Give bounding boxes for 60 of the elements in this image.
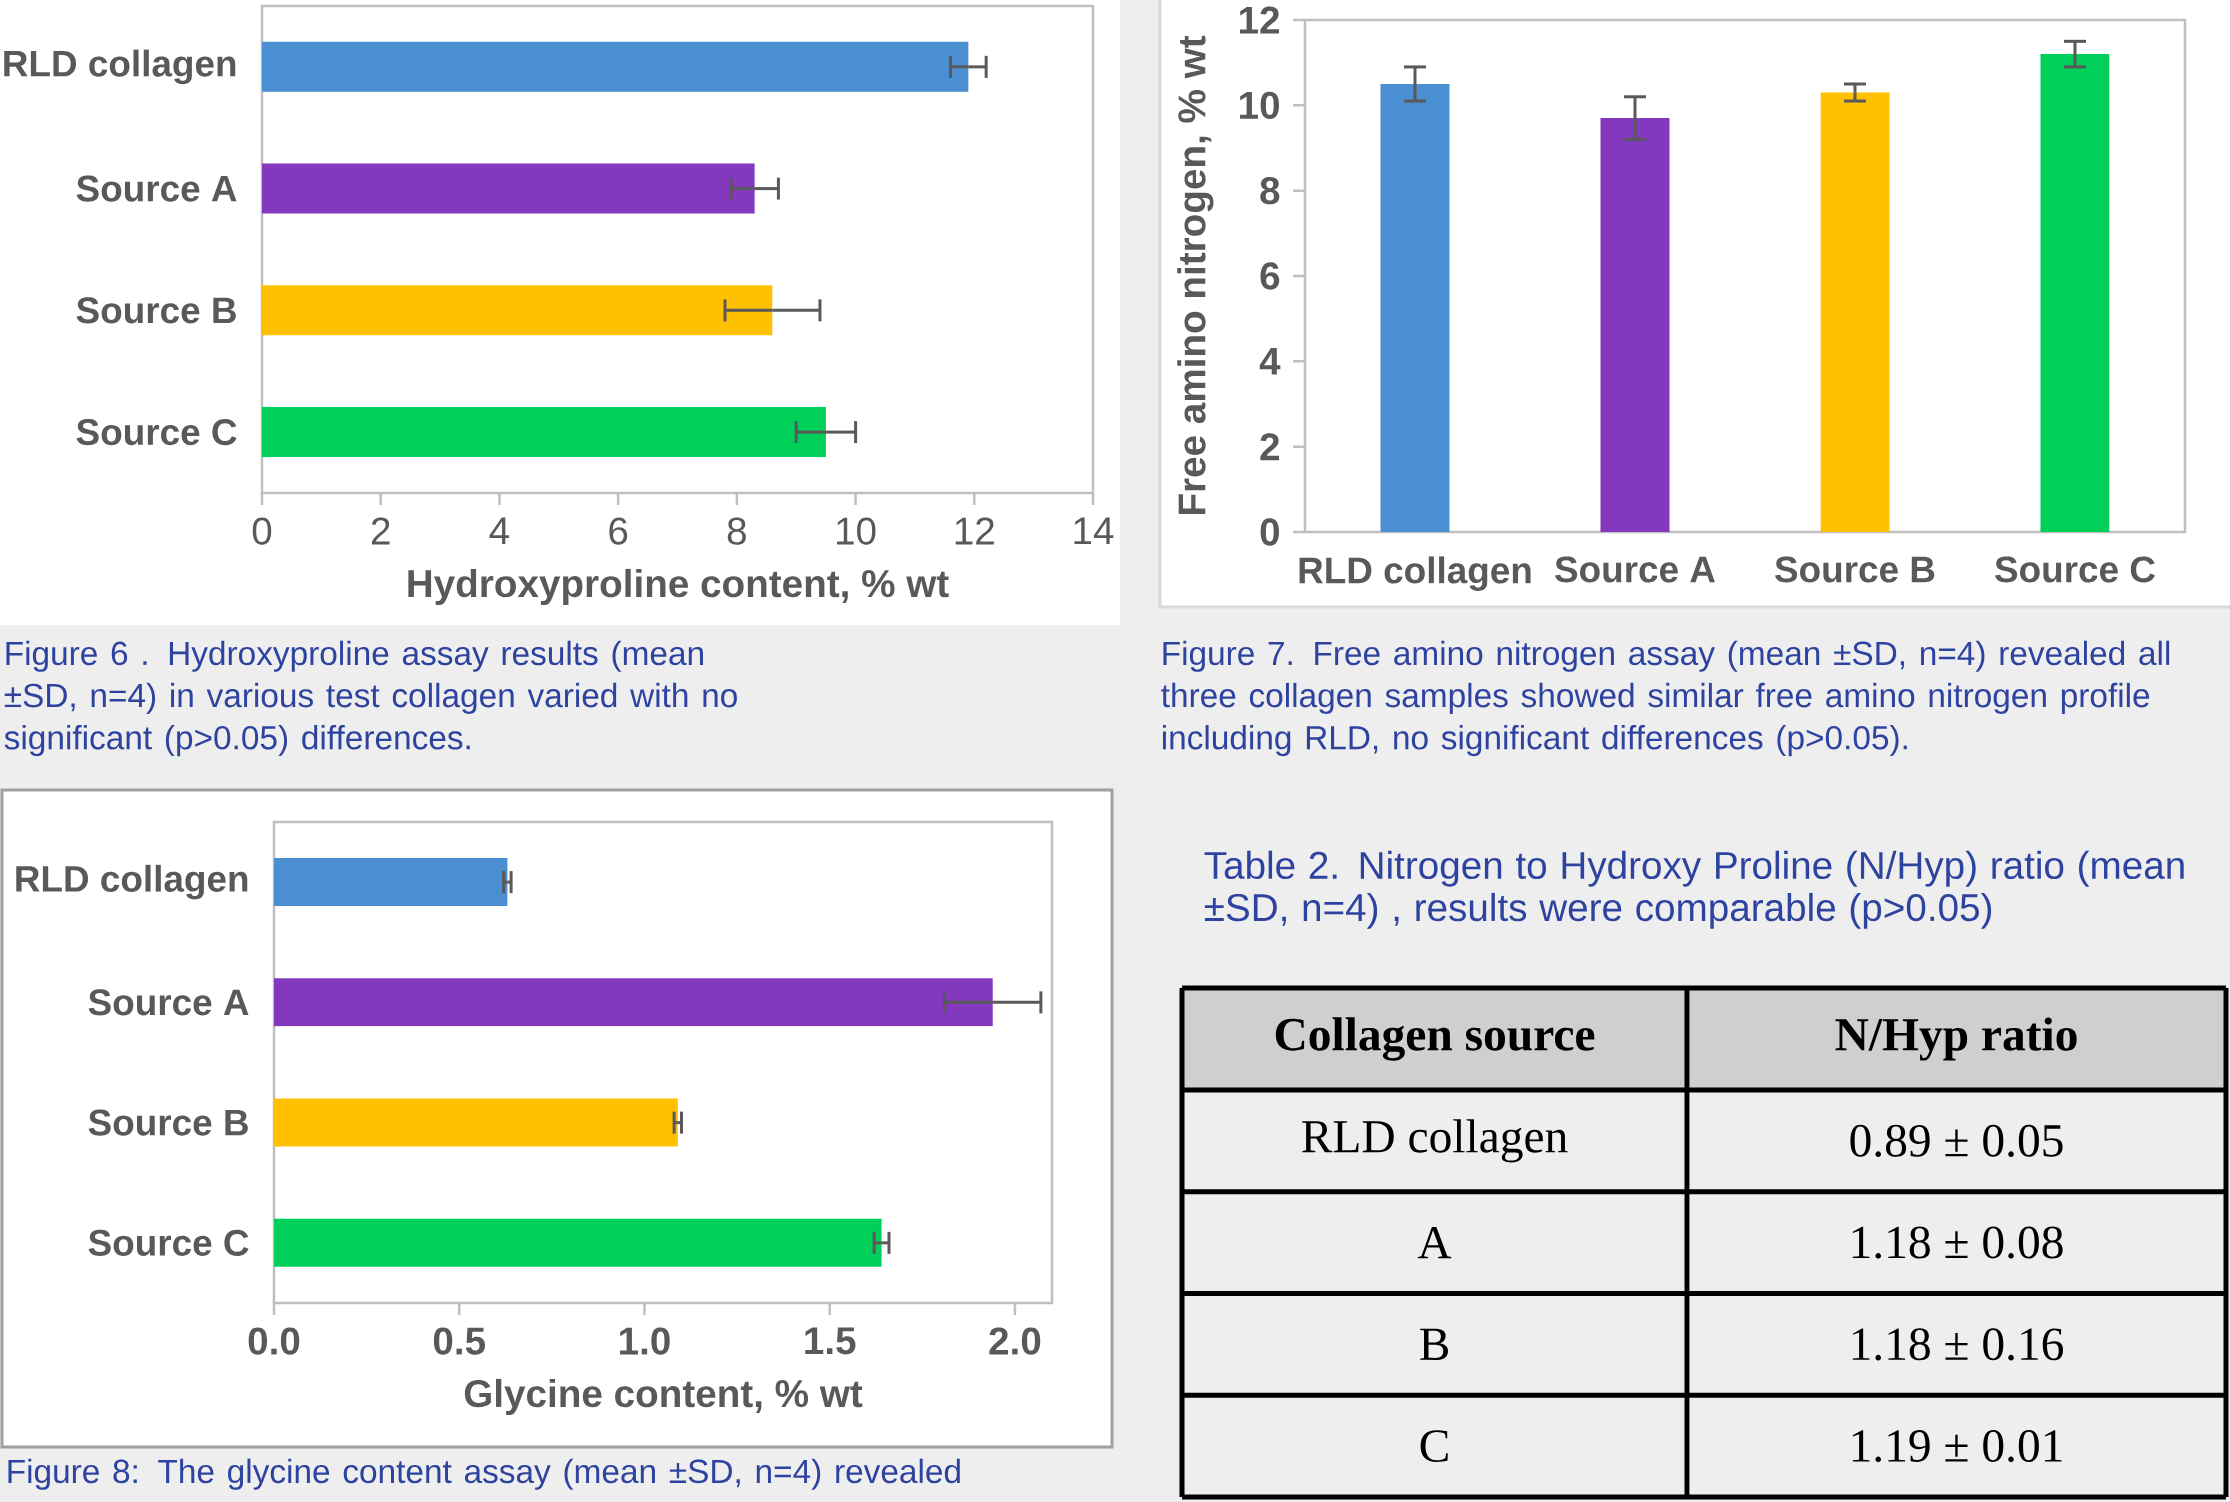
text: RLD collagen xyxy=(1302,1119,1568,1163)
x-tick-label: 0.5 xyxy=(433,1327,485,1355)
bar xyxy=(262,41,969,92)
text: C xyxy=(1420,1430,1448,1463)
caption: Figure 7. Free amino nitrogen assay (mean ±SD, n=4) revealed all three collagen samples showed similar free amino nitrogen profile including RLD, no significant differences (p>0.05). xyxy=(1161,640,2170,757)
x-tick-label: Source C xyxy=(1995,556,2155,583)
x-axis-title: Glycine content, % wt xyxy=(464,1378,863,1415)
x-tick-label: 14 xyxy=(1074,517,1114,545)
y-tick-label: RLD collagen xyxy=(16,864,248,900)
y-tick-label: RLD collagen xyxy=(4,49,236,85)
bar xyxy=(262,163,755,214)
x-tick-label: 10 xyxy=(836,517,876,545)
bar xyxy=(262,285,773,336)
x-tick-label: 12 xyxy=(955,517,994,545)
caption: Figure 6 . Hydroxyproline assay results (mean ±SD, n=4) in various test collagen varied with no significant (p>0.05) differences. xyxy=(4,640,737,757)
text: 1.18 ± 0.08 xyxy=(1852,1226,2063,1259)
y-tick-label: 6 xyxy=(1260,262,1280,290)
x-tick-label: RLD collagen xyxy=(1299,556,1531,591)
y-tick-label: 10 xyxy=(1240,91,1279,120)
text: N/Hyp ratio xyxy=(1835,1017,2077,1061)
bar xyxy=(1600,118,1670,532)
text: 1.19 ± 0.01 xyxy=(1852,1429,2062,1463)
x-tick-label: 8 xyxy=(727,517,746,545)
text: 1.18 ± 0.16 xyxy=(1852,1328,2064,1361)
bar xyxy=(274,1098,678,1147)
x-tick-label: 0.0 xyxy=(248,1327,300,1355)
text: Collagen source xyxy=(1275,1017,1595,1061)
y-tick-label: Source A xyxy=(88,989,249,1016)
caption: Figure 8: The glycine content assay (mean ±SD, n=4) revealed xyxy=(8,1458,960,1490)
y-tick-label: Source C xyxy=(76,419,237,446)
bar xyxy=(262,407,826,458)
x-tick-label: 2 xyxy=(371,517,390,545)
bar xyxy=(1820,92,1890,532)
x-tick-label: Source B xyxy=(1775,556,1935,583)
text: B xyxy=(1420,1328,1449,1361)
x-tick-label: 1.0 xyxy=(620,1327,670,1355)
bar xyxy=(274,1218,882,1267)
x-tick-label: Source A xyxy=(1555,556,1715,583)
bar xyxy=(274,978,993,1027)
bar xyxy=(1380,84,1450,532)
bar xyxy=(274,858,508,907)
y-tick-label: Source A xyxy=(76,175,237,202)
x-axis-title: Hydroxyproline content, % wt xyxy=(408,568,949,605)
x-tick-label: 2.0 xyxy=(989,1327,1041,1355)
y-tick-label: 12 xyxy=(1240,6,1280,34)
bar xyxy=(2040,54,2110,532)
x-tick-label: 1.5 xyxy=(805,1327,856,1355)
text: Table 2. Nitrogen to Hydroxy Proline (N/Hyp) ratio (mean ±SD, n=4) , results were comparable (p>0.05) xyxy=(1204,850,2184,929)
x-tick-label: 4 xyxy=(489,517,510,545)
text: 0.89 ± 0.05 xyxy=(1850,1124,2063,1158)
y-axis-title: Free amino nitrogen, % wt xyxy=(1177,35,1214,514)
x-tick-label: 6 xyxy=(609,517,628,545)
y-tick-label: Source B xyxy=(76,297,236,324)
y-tick-label: Source B xyxy=(88,1109,248,1136)
x-tick-label: 0 xyxy=(252,517,272,545)
text: A xyxy=(1417,1226,1452,1259)
y-tick-label: 4 xyxy=(1259,348,1281,375)
y-tick-label: 8 xyxy=(1260,177,1280,205)
y-tick-label: 2 xyxy=(1260,433,1280,461)
y-tick-label: Source C xyxy=(88,1229,249,1256)
